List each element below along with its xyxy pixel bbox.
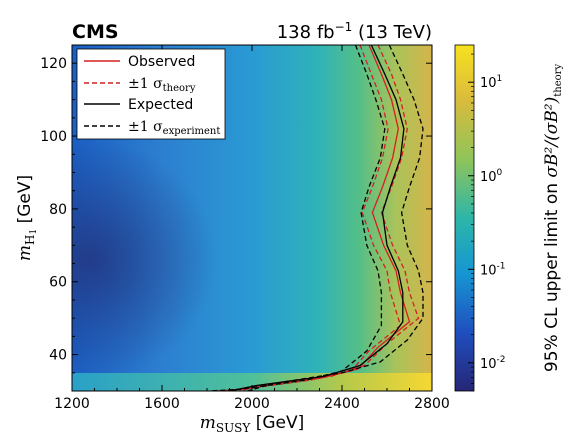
- contour-observed-1-theory: [238, 45, 420, 391]
- legend: Observed ±1 σtheory Expected ±1 σexperim…: [76, 48, 226, 140]
- limit-contours: [209, 45, 424, 391]
- contour-observed-1-theory: [215, 45, 402, 391]
- colorbar-tick-label: 101: [480, 74, 502, 91]
- y-tick-label: 100: [40, 129, 67, 145]
- x-tick-label: 2800: [414, 396, 450, 412]
- colorbar-label-prefix: 95% CL upper limit on: [542, 178, 562, 373]
- x-tick-label: 2400: [324, 396, 360, 412]
- y-tick-label: 40: [49, 348, 67, 364]
- y-axis-label-unit: [GeV]: [15, 175, 35, 229]
- legend-label-observed: Observed: [128, 54, 195, 70]
- colorbar-label-math: σB²/(σB²): [542, 97, 562, 178]
- contour-expected-1-experiment: [209, 45, 386, 391]
- x-tick-label: 1200: [54, 396, 90, 412]
- lumi-value: 138 fb: [277, 22, 335, 43]
- legend-label-theory-band: ±1 σtheory: [128, 76, 196, 94]
- x-axis-ticks: 1200 1600 2000 2400 2800: [54, 45, 450, 412]
- colorbar-label-subscript: theory: [553, 64, 564, 97]
- y-axis-label: mH1 [GeV]: [15, 175, 39, 261]
- colorbar-ticks: 101 100 10-1 10-2: [468, 53, 506, 392]
- lumi-energy: (13 TeV): [352, 22, 432, 43]
- legend-label-experiment-band: ±1 σexperiment: [128, 119, 220, 137]
- x-axis-label-subscript: SUSY: [216, 421, 252, 435]
- colorbar: [454, 44, 475, 392]
- luminosity-label: 138 fb−1 (13 TeV): [277, 20, 432, 43]
- contour-expected-1-experiment: [247, 45, 424, 391]
- y-tick-label: 60: [49, 275, 67, 291]
- y-tick-label: 80: [49, 202, 67, 218]
- x-axis-label-symbol: m: [200, 413, 216, 433]
- y-axis-label-symbol: m: [15, 245, 35, 261]
- y-tick-label: 120: [40, 56, 67, 72]
- x-tick-label: 1600: [144, 396, 180, 412]
- experiment-label: CMS: [72, 21, 119, 43]
- x-axis-label: mSUSY [GeV]: [200, 413, 305, 435]
- legend-label-expected: Expected: [128, 97, 193, 113]
- legend-box: [76, 48, 226, 140]
- colorbar-label: 95% CL upper limit on σB²/(σB²)theory: [542, 64, 564, 373]
- lumi-exponent: −1: [335, 20, 353, 34]
- colorbar-tick-label: 10-2: [480, 355, 506, 372]
- y-axis-label-subscript: H: [23, 235, 37, 245]
- x-axis-label-unit: [GeV]: [250, 413, 304, 433]
- colorbar-tick-label: 10-1: [480, 261, 506, 278]
- y-axis-label-subsubscript: 1: [29, 229, 39, 235]
- colorbar-tick-label: 100: [480, 168, 503, 185]
- x-tick-label: 2000: [234, 396, 270, 412]
